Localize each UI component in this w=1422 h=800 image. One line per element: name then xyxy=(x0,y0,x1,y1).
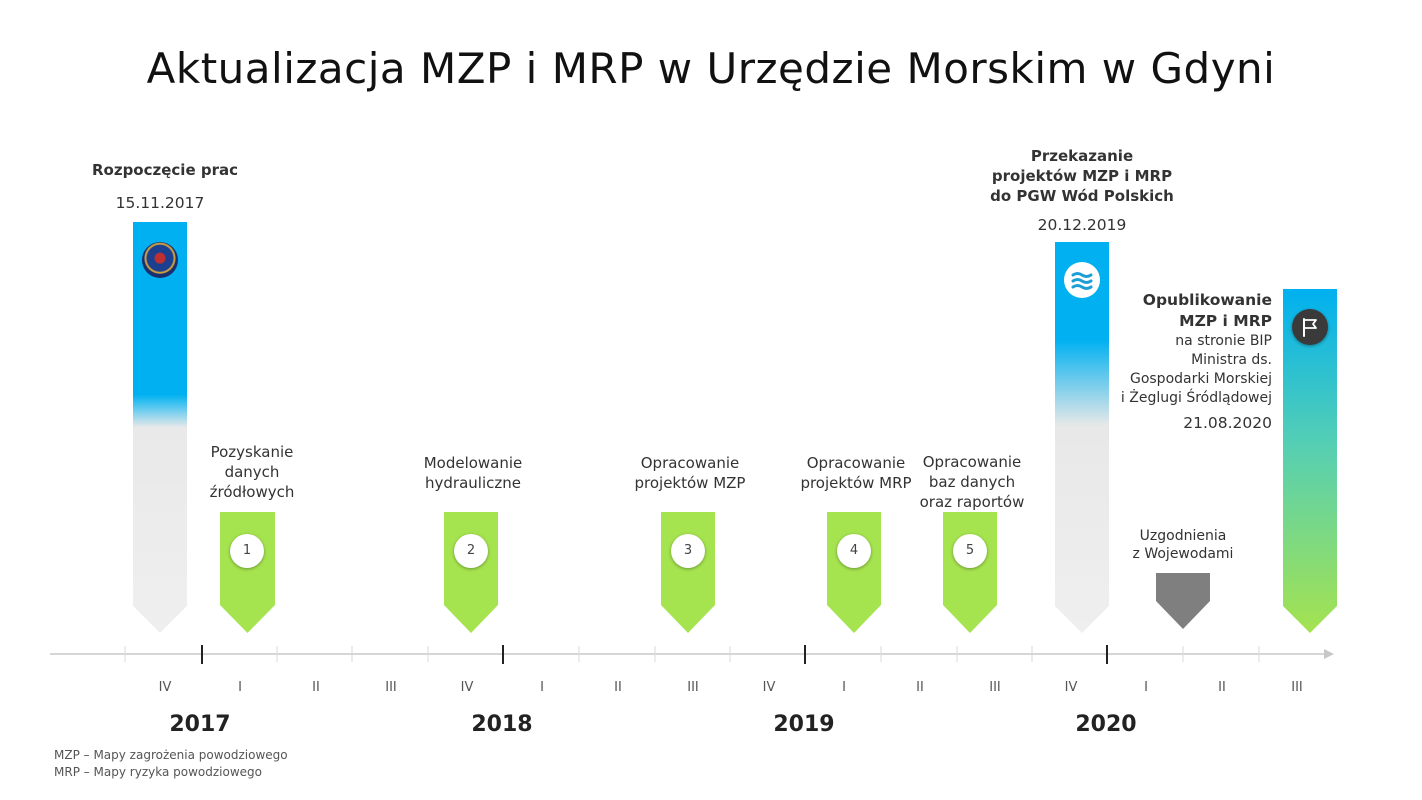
published-date: 21.08.2020 xyxy=(1183,414,1272,432)
year-label: 2019 xyxy=(773,712,835,737)
start-label: Rozpoczęcie prac xyxy=(91,161,238,179)
quarter-label: II xyxy=(312,680,320,695)
legend-mzp: MZP – Mapy zagrożenia powodziowego xyxy=(54,748,288,762)
quarter-label: II xyxy=(916,680,924,695)
step-arrow-3 xyxy=(661,512,715,633)
year-label: 2017 xyxy=(169,712,231,737)
step-1-label: Pozyskanie danych źródłowych xyxy=(209,443,295,501)
step-arrow-1 xyxy=(220,512,275,633)
step-2-label: Modelowanie hydrauliczne xyxy=(423,454,523,492)
step-number-4: 4 xyxy=(837,534,871,568)
page-title: Aktualizacja MZP i MRP w Urzędzie Morski… xyxy=(146,44,1276,93)
handover-date: 20.12.2019 xyxy=(1037,216,1127,234)
step-4-label: Opracowanie projektów MRP xyxy=(800,454,912,492)
quarter-label: III xyxy=(385,680,397,695)
year-label: 2018 xyxy=(471,712,533,737)
quarter-label: II xyxy=(614,680,622,695)
quarter-label: IV xyxy=(460,680,474,695)
start-date: 15.11.2017 xyxy=(115,194,205,212)
quarter-label: III xyxy=(1291,680,1303,695)
agreement-arrow xyxy=(1156,573,1210,629)
published-label: Opublikowanie MZP i MRP na stronie BIP M… xyxy=(1120,291,1272,406)
step-number-2: 2 xyxy=(454,534,488,568)
quarter-label: IV xyxy=(158,680,172,695)
quarter-label: I xyxy=(238,680,242,695)
start-bar xyxy=(133,222,187,633)
quarter-label: III xyxy=(687,680,699,695)
quarter-label: I xyxy=(540,680,544,695)
water-waves-icon xyxy=(1064,262,1100,298)
axis-arrowhead xyxy=(1324,649,1334,659)
legend-mrp: MRP – Mapy ryzyka powodziowego xyxy=(54,765,263,779)
year-label: 2020 xyxy=(1075,712,1137,737)
quarter-label: IV xyxy=(762,680,776,695)
step-number-5: 5 xyxy=(953,534,987,568)
step-number-1: 1 xyxy=(230,534,264,568)
quarter-label: II xyxy=(1218,680,1226,695)
flag-icon xyxy=(1292,309,1328,345)
step-arrow-2 xyxy=(444,512,498,633)
step-number-3: 3 xyxy=(671,534,705,568)
published-bar xyxy=(1283,289,1337,633)
quarter-label: IV xyxy=(1064,680,1078,695)
step-arrow-4 xyxy=(827,512,881,633)
handover-label: Przekazanie projektów MZP i MRP do PGW W… xyxy=(990,147,1174,205)
maritime-office-emblem-icon xyxy=(142,242,178,278)
step-3-label: Opracowanie projektów MZP xyxy=(634,454,746,492)
step-5-label: Opracowanie baz danych oraz raportów xyxy=(919,453,1025,511)
handover-bar xyxy=(1055,242,1109,633)
quarter-label: I xyxy=(1144,680,1148,695)
quarter-label: I xyxy=(842,680,846,695)
agreement-label: Uzgodnienia z Wojewodami xyxy=(1132,528,1234,562)
step-arrow-5 xyxy=(943,512,997,633)
quarter-label: III xyxy=(989,680,1001,695)
